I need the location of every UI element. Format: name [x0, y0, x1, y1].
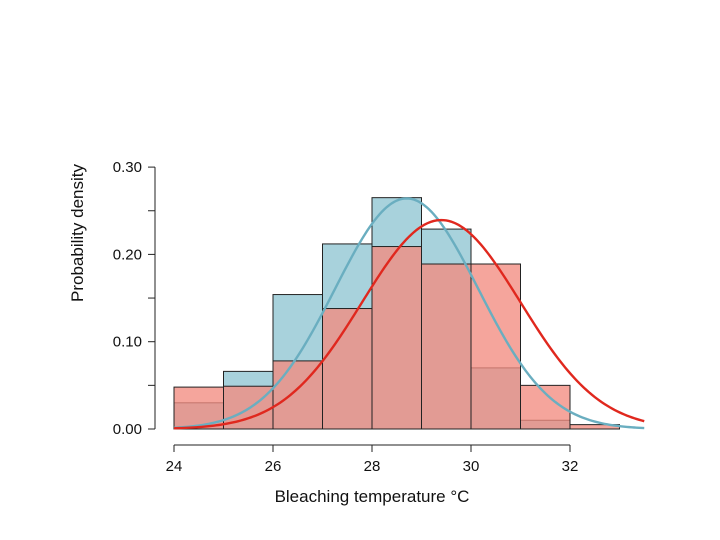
- x-tick-label: 32: [562, 458, 579, 475]
- y-tick-label: 0.00: [113, 421, 142, 438]
- y-tick-label: 0.10: [113, 334, 142, 351]
- x-tick-label: 24: [166, 458, 183, 475]
- series-1-density-curve: [173, 197, 645, 430]
- y-axis-title: Probability density: [68, 164, 87, 302]
- density-curves: [173, 197, 645, 430]
- histogram-bar: [371, 246, 422, 430]
- series-2-bars: [173, 246, 620, 430]
- histogram-bar: [421, 263, 472, 430]
- y-tick-label: 0.20: [113, 246, 142, 263]
- plot-area: [173, 197, 620, 430]
- y-axis: 0.00 0.10 0.20 0.30: [113, 159, 156, 438]
- y-tick-label: 0.30: [113, 159, 142, 176]
- x-tick-label: 28: [364, 458, 381, 475]
- x-axis: 24 26 28 30 32: [166, 444, 579, 475]
- x-tick-label: 30: [463, 458, 480, 475]
- x-axis-title: Bleaching temperature °C: [275, 487, 470, 506]
- histogram-bar: [322, 308, 373, 430]
- x-tick-label: 26: [265, 458, 282, 475]
- series-2-density-curve: [173, 218, 645, 430]
